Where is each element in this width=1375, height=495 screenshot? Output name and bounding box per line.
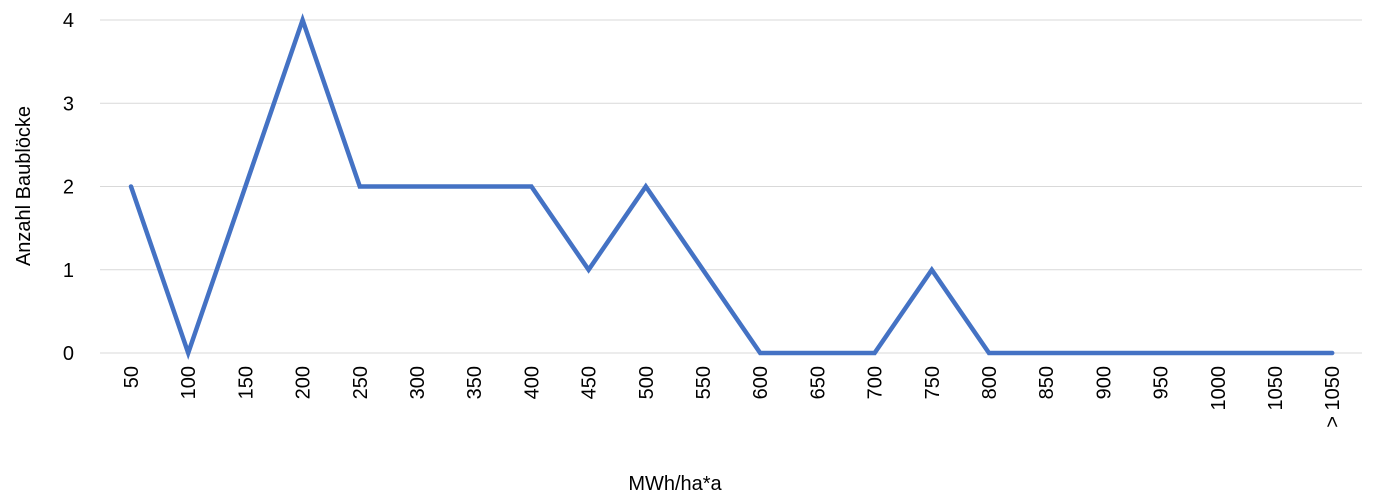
x-tick-label: 100 <box>178 366 200 399</box>
series-layer <box>128 13 1335 360</box>
x-tick-label: 300 <box>407 366 429 399</box>
y-tick-label-1: 1 <box>63 260 74 282</box>
x-tick-label: 400 <box>521 366 543 399</box>
x-axis-ticks: 50 100 150 200 250 300 350 400 450 500 550 600 650 70… <box>121 366 1344 428</box>
x-tick-label: 1050 <box>1265 366 1287 411</box>
x-tick-label: 50 <box>121 366 143 388</box>
x-tick-label: 700 <box>865 366 887 399</box>
x-tick-label: 250 <box>350 366 372 399</box>
x-tick-label: 200 <box>293 366 315 399</box>
x-tick-label: 600 <box>750 366 772 399</box>
x-tick-label: 550 <box>693 366 715 399</box>
x-tick-label: > 1050 <box>1322 366 1344 428</box>
x-tick-label: 800 <box>979 366 1001 399</box>
x-tick-label: 650 <box>807 366 829 399</box>
y-axis-ticks: 0 1 2 3 4 <box>63 10 74 365</box>
x-tick-label: 850 <box>1036 366 1058 399</box>
y-tick-label-4: 4 <box>63 10 74 32</box>
x-tick-label: 950 <box>1151 366 1173 399</box>
y-tick-label-3: 3 <box>63 93 74 115</box>
series-line-0 <box>128 13 1335 360</box>
x-axis-title: MWh/ha*a <box>628 473 722 495</box>
x-tick-label: 500 <box>636 366 658 399</box>
y-axis-title: Anzahl Baublöcke <box>13 106 35 266</box>
y-tick-label-2: 2 <box>63 177 74 199</box>
x-tick-label: 450 <box>579 366 601 399</box>
x-tick-label: 350 <box>464 366 486 399</box>
x-tick-label: 750 <box>922 366 944 399</box>
gridlines <box>100 19 1362 354</box>
x-tick-label: 1000 <box>1208 366 1230 411</box>
y-tick-label-0: 0 <box>63 343 74 365</box>
x-tick-label: 150 <box>235 366 257 399</box>
x-tick-label: 900 <box>1093 366 1115 399</box>
